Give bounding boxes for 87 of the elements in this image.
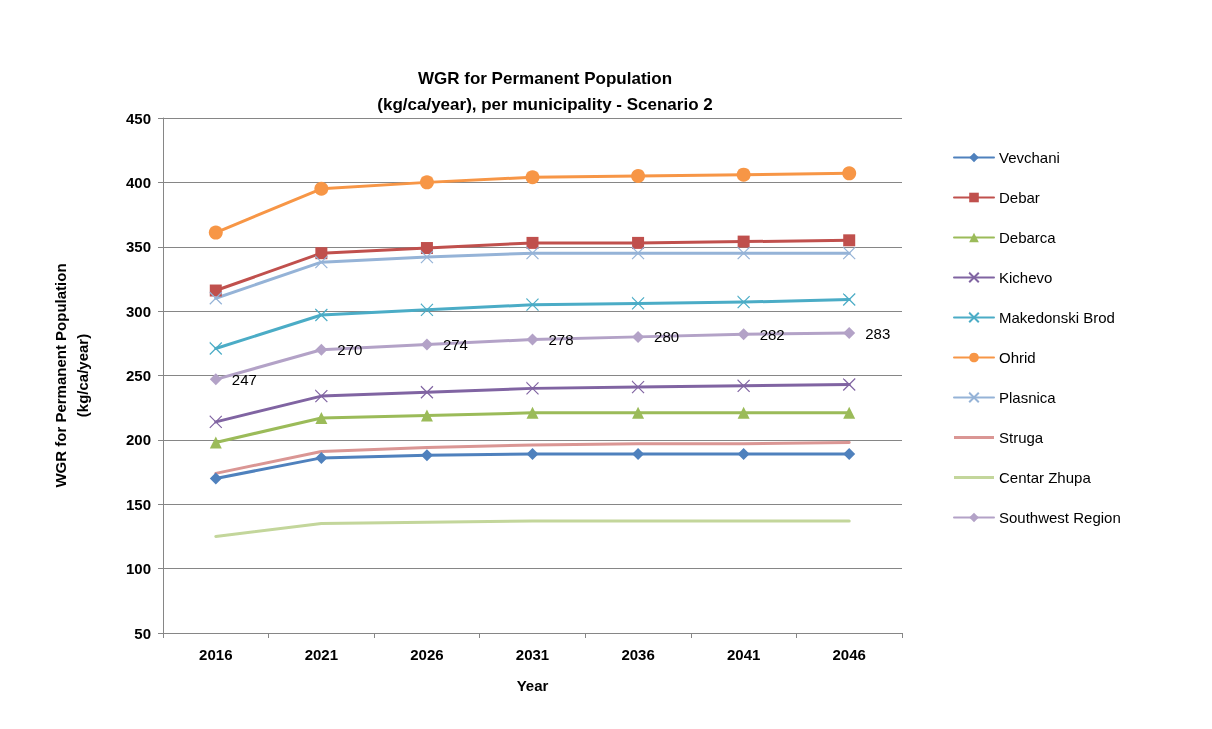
point: [632, 236, 645, 249]
point: [209, 284, 222, 297]
point: [315, 411, 328, 424]
point: [525, 170, 540, 185]
y-tick-label: 350: [125, 238, 151, 256]
point: [843, 234, 856, 247]
x-tick-label: 2041: [726, 646, 761, 663]
data-label: 247: [231, 370, 257, 388]
x-tick-label: 2026: [410, 646, 444, 663]
point: [843, 406, 856, 419]
point: [420, 242, 433, 255]
point: [314, 308, 328, 322]
legend-label: Debarca: [999, 229, 1057, 246]
y-tick-label: 50: [134, 624, 151, 642]
point: [843, 448, 856, 461]
point: [737, 448, 750, 461]
point: [842, 166, 857, 181]
y-tick-label: 400: [125, 173, 151, 191]
point: [209, 291, 223, 305]
legend-label: Kichevo: [999, 269, 1053, 286]
y-tick-label: 250: [125, 367, 151, 384]
point: [842, 377, 856, 392]
point: [737, 246, 751, 260]
data-label: 282: [759, 325, 785, 343]
point: [631, 246, 645, 260]
point: [632, 406, 645, 419]
point: [842, 292, 856, 307]
data-label: 278: [548, 330, 574, 348]
point: [420, 409, 433, 422]
legend-label: Struga: [999, 429, 1044, 446]
x-tick-label: 2016: [199, 646, 233, 663]
x-tick-label: 2046: [832, 646, 866, 663]
point: [526, 448, 539, 461]
point: [526, 236, 539, 249]
legend-label: Vevchani: [999, 149, 1060, 166]
x-tick-label: 2031: [515, 646, 550, 663]
point: [208, 225, 223, 240]
point: [315, 451, 328, 464]
x-tick-label: 2036: [621, 646, 655, 663]
legend-label: Southwest Region: [999, 509, 1121, 526]
point: [314, 255, 328, 269]
y-tick-label: 100: [125, 560, 151, 578]
point: [419, 175, 434, 190]
point: [631, 380, 645, 394]
point: [737, 235, 750, 248]
x-tick-label: 2021: [304, 646, 339, 663]
point: [209, 436, 222, 449]
point: [737, 379, 751, 393]
point: [737, 295, 751, 309]
point: [525, 246, 540, 260]
point: [526, 333, 539, 346]
data-label: 280: [654, 328, 680, 346]
legend-label: Ohrid: [999, 349, 1036, 366]
point: [526, 406, 539, 419]
point: [525, 298, 540, 312]
point: [737, 406, 750, 419]
point: [631, 296, 645, 310]
point: [209, 373, 222, 386]
point: [631, 168, 646, 183]
point: [420, 385, 434, 399]
point: [209, 341, 223, 356]
legend-label: Plasnica: [999, 389, 1057, 406]
y-tick-label: 200: [125, 431, 151, 449]
data-label: 283: [865, 324, 891, 342]
point: [314, 389, 328, 403]
data-label: 274: [442, 336, 468, 354]
legend-label: Makedonski Brod: [999, 309, 1115, 326]
point: [209, 415, 223, 429]
y-tick-label: 450: [125, 109, 151, 127]
y-tick-label: 300: [125, 302, 151, 320]
point: [525, 381, 540, 395]
y-axis-title: WGR for Permanent Population (kg/ca/year): [51, 263, 91, 488]
legend-label: Centar Zhupa: [999, 469, 1092, 486]
point: [420, 250, 434, 264]
x-axis-title: Year: [516, 677, 549, 694]
point: [736, 167, 751, 182]
point: [315, 247, 328, 260]
y-tick-label: 150: [125, 495, 151, 513]
legend-label: Debar: [999, 189, 1040, 206]
data-label: 270: [337, 341, 363, 359]
point: [842, 246, 856, 260]
point: [209, 472, 222, 485]
point: [314, 181, 329, 196]
line-series: [214, 519, 851, 538]
chart-title: WGR for Permanent Population (kg/ca/year), per municipality - Scenario 2: [377, 68, 713, 114]
point: [843, 327, 856, 340]
point: [420, 303, 434, 317]
